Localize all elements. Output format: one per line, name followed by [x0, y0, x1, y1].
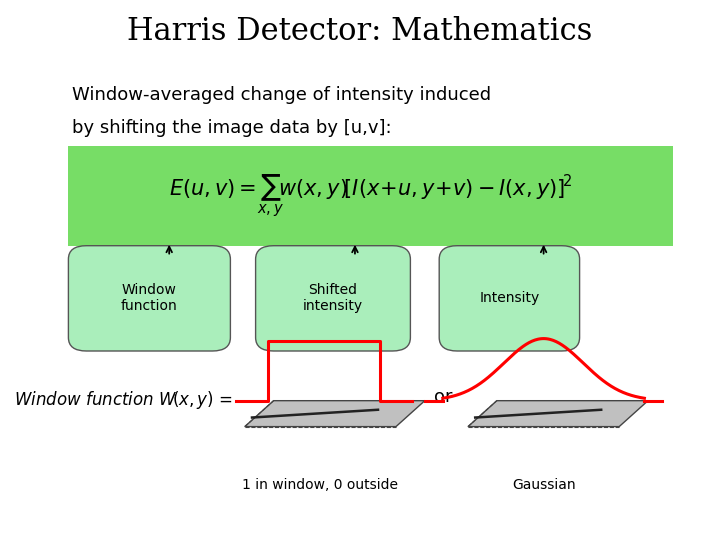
Polygon shape — [245, 401, 425, 427]
Text: Window-averaged change of intensity induced: Window-averaged change of intensity indu… — [72, 86, 491, 104]
Text: Shifted
intensity: Shifted intensity — [303, 284, 363, 313]
FancyBboxPatch shape — [68, 146, 673, 246]
Text: or: or — [433, 388, 452, 406]
Text: Gaussian: Gaussian — [512, 478, 575, 492]
Text: by shifting the image data by [u,v]:: by shifting the image data by [u,v]: — [72, 119, 392, 137]
FancyBboxPatch shape — [256, 246, 410, 351]
Polygon shape — [468, 401, 648, 427]
FancyBboxPatch shape — [68, 246, 230, 351]
Text: Window
function: Window function — [121, 284, 178, 313]
FancyBboxPatch shape — [439, 246, 580, 351]
Text: 1 in window, 0 outside: 1 in window, 0 outside — [243, 478, 398, 492]
Text: Harris Detector: Mathematics: Harris Detector: Mathematics — [127, 16, 593, 47]
Text: Intensity: Intensity — [480, 292, 539, 305]
Text: $E(u,v)=\!\sum_{x,y}\!w(x,y)\!\left[I(x\!+\!u,y\!+\!v)-I(x,y)\right]^{\!2}$: $E(u,v)=\!\sum_{x,y}\!w(x,y)\!\left[I(x\… — [169, 172, 572, 219]
Text: Window function $W\!(x, y)$ =: Window function $W\!(x, y)$ = — [14, 389, 233, 410]
